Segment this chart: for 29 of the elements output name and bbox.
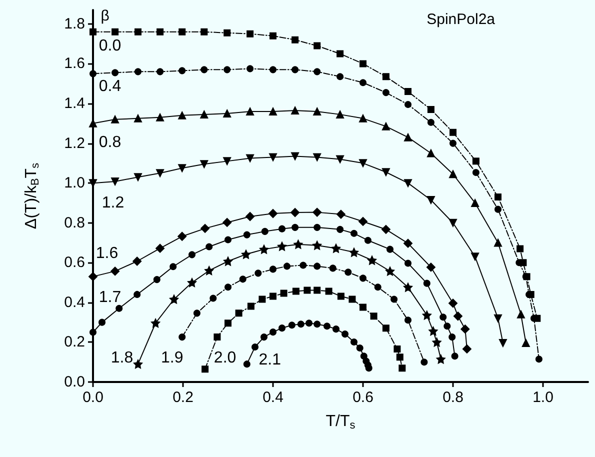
annotation: SpinPol2a bbox=[426, 11, 496, 28]
y-tick-label: 0.6 bbox=[64, 254, 85, 272]
series-label: 1.8 bbox=[110, 350, 134, 367]
y-tick-label: 0.2 bbox=[64, 334, 85, 351]
series-label: 0.8 bbox=[98, 134, 122, 151]
y-axis-title: Δ(T)/kBTs bbox=[23, 162, 42, 230]
x-tick-label: 0.6 bbox=[352, 389, 374, 406]
y-tick-label: 1.8 bbox=[64, 15, 85, 32]
y-tick-label: 0.0 bbox=[64, 374, 85, 390]
y-tick-label: 1.6 bbox=[64, 55, 85, 72]
y-tick-label: 1.4 bbox=[64, 94, 85, 112]
y-tick-label: 0.8 bbox=[64, 214, 85, 232]
x-tick-label: 1.0 bbox=[532, 389, 554, 406]
series-label: 0.0 bbox=[98, 37, 122, 54]
x-tick-label: 0.4 bbox=[262, 389, 284, 406]
series-label: 1.9 bbox=[160, 350, 184, 367]
x-tick-label: 0.2 bbox=[172, 389, 194, 406]
series-label: 1.7 bbox=[98, 288, 122, 306]
series-label: 2.1 bbox=[258, 352, 282, 369]
series-label: 1.6 bbox=[96, 245, 118, 262]
y-tick-label: 0.4 bbox=[64, 294, 85, 311]
y-tick-label: 1.2 bbox=[64, 134, 85, 152]
legend-title: β bbox=[100, 8, 110, 24]
x-tick-label: 0.0 bbox=[82, 389, 104, 406]
x-tick-label: 0.8 bbox=[442, 389, 464, 406]
series-label: 2.0 bbox=[214, 350, 236, 367]
series-label: 1.2 bbox=[102, 194, 124, 212]
y-tick-label: 1.0 bbox=[64, 174, 85, 192]
series-label: 0.4 bbox=[98, 78, 122, 96]
